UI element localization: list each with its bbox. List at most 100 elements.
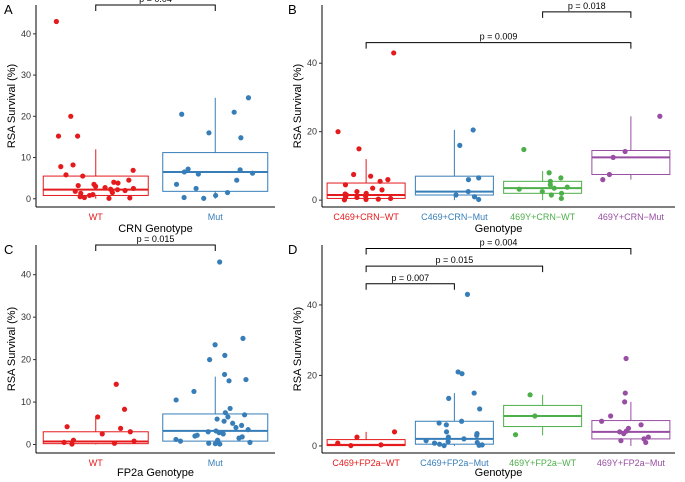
data-point	[351, 171, 357, 178]
data-point	[622, 148, 628, 155]
data-point	[378, 442, 384, 448]
y-axis-title: RSA Survival (%)	[6, 64, 18, 148]
data-point	[457, 142, 463, 148]
data-point	[217, 259, 223, 265]
data-point	[243, 376, 249, 383]
panel-letter: A	[4, 2, 13, 17]
group-a-0: WT	[42, 18, 149, 222]
p-value-label: p = 0.004	[480, 238, 518, 248]
data-point	[80, 173, 86, 179]
data-point	[606, 171, 613, 178]
p-value-label: p = 0.015	[137, 234, 175, 244]
data-point	[391, 429, 398, 435]
data-point	[516, 186, 522, 192]
data-point	[64, 424, 70, 430]
data-point	[114, 187, 121, 193]
x-tick-label: C469+CRN−Mut	[421, 212, 488, 222]
data-point	[445, 439, 451, 445]
y-tick-label: 40	[21, 29, 31, 39]
y-tick-label: 30	[21, 70, 31, 80]
significance-bracket: p = 0.015	[95, 234, 216, 251]
data-point	[68, 113, 74, 119]
group-c-1: Mut	[162, 259, 269, 468]
data-point	[102, 185, 108, 191]
data-point	[464, 291, 471, 297]
data-point	[341, 197, 348, 203]
significance-bracket: p = 0.007	[365, 273, 455, 290]
data-point	[546, 170, 552, 176]
panel-letter: C	[4, 242, 13, 257]
data-point	[220, 431, 226, 437]
data-point	[354, 188, 360, 195]
x-axis-title: FP2a Genotype	[117, 467, 194, 479]
data-point	[74, 133, 81, 139]
group-b-0: C469+CRN−WT	[326, 50, 406, 222]
data-point	[539, 188, 545, 195]
data-point	[247, 439, 253, 445]
data-point	[622, 390, 628, 396]
significance-bracket: p = 0.004	[365, 238, 632, 255]
data-point	[558, 175, 564, 181]
y-tick-label: 10	[21, 153, 31, 163]
data-point	[130, 185, 137, 192]
data-point	[131, 438, 137, 444]
data-point	[368, 173, 374, 179]
group-d-1: C469+FP2a−Mut	[414, 291, 494, 468]
data-point	[195, 171, 201, 177]
x-tick-label: 469Y+FP2a−Mut	[597, 458, 666, 468]
bracket-line	[365, 265, 544, 273]
data-point	[335, 129, 341, 135]
x-tick-label: WT	[89, 212, 103, 222]
data-point	[130, 167, 136, 173]
data-point	[240, 335, 246, 341]
box	[591, 420, 671, 440]
data-point	[70, 162, 76, 168]
data-point	[558, 195, 564, 202]
data-point	[185, 166, 191, 172]
data-point	[245, 427, 251, 433]
group-d-0: C469+FP2a−WT	[326, 429, 406, 468]
y-tick-label: 20	[307, 127, 317, 137]
group-b-2: 469Y+CRN−WT	[503, 146, 583, 222]
data-point	[385, 177, 391, 183]
data-point	[192, 433, 198, 439]
bracket-line	[365, 283, 455, 290]
y-axis-title: RSA Survival (%)	[292, 64, 304, 148]
panel-letter: D	[288, 242, 297, 257]
box	[42, 431, 149, 445]
data-point	[177, 438, 184, 444]
y-tick-label: 40	[307, 300, 317, 310]
x-tick-label: 469Y+FP2a−WT	[509, 458, 577, 468]
significance-bracket: p = 0.018	[542, 1, 632, 18]
y-tick-label: 40	[21, 270, 31, 280]
data-point	[645, 434, 651, 440]
data-point	[621, 431, 627, 437]
data-point	[201, 195, 207, 201]
data-point	[206, 130, 212, 136]
panel-letter: B	[288, 2, 297, 17]
data-point	[216, 430, 222, 436]
data-point	[564, 184, 570, 190]
data-point	[370, 185, 376, 191]
data-point	[221, 418, 227, 424]
data-point	[622, 399, 628, 405]
data-point	[470, 127, 476, 133]
y-tick-label: 40	[307, 58, 317, 68]
data-point	[237, 167, 243, 173]
data-point	[623, 355, 629, 362]
data-point	[521, 146, 527, 153]
x-axis-title: CRN Genotype	[118, 223, 193, 235]
p-value-label: p = 0.04	[139, 0, 172, 4]
data-point	[234, 177, 240, 183]
data-point	[205, 429, 211, 435]
x-axis-title: Genotype	[475, 467, 523, 479]
data-point	[227, 405, 233, 412]
data-point	[377, 178, 383, 184]
x-tick-label: 469Y+CRN−WT	[510, 212, 576, 222]
data-point	[443, 422, 449, 428]
x-tick-label: C469+FP2a−WT	[332, 458, 400, 468]
data-point	[95, 414, 101, 420]
data-point	[356, 146, 362, 152]
data-point	[214, 416, 220, 422]
